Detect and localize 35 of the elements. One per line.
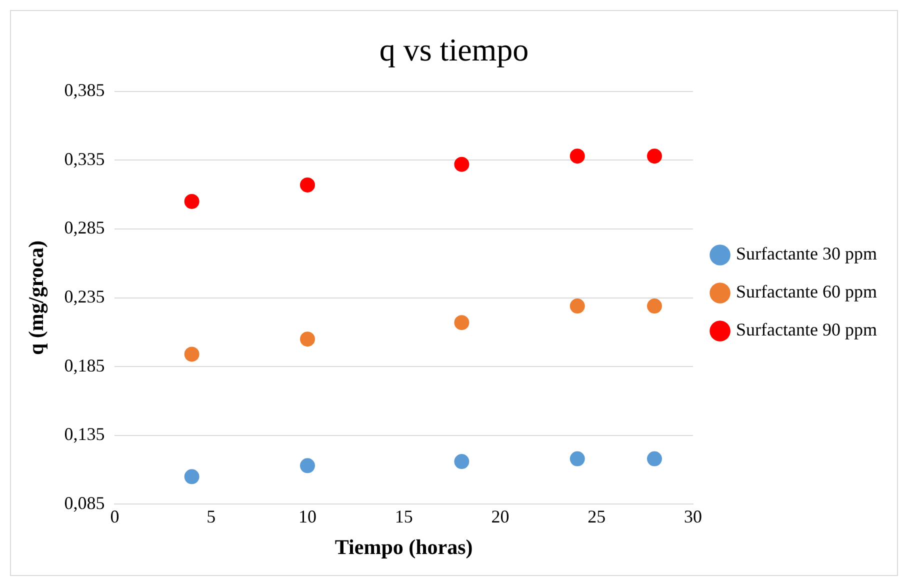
point (454, 454, 470, 470)
point (184, 346, 200, 362)
x-tick-label: 20 (491, 506, 510, 527)
point (570, 148, 585, 164)
legend-label: Surfactante 90 ppm (736, 320, 878, 340)
point (646, 298, 662, 314)
point (454, 315, 470, 330)
point (646, 148, 662, 164)
y-tick-label: 0,235 (64, 286, 105, 307)
x-axis-title: Tiempo (horas) (334, 534, 473, 559)
legend-label: Surfactante 30 ppm (736, 244, 878, 264)
x-tick-label: 30 (684, 506, 702, 527)
y-tick-label: 0,185 (64, 355, 105, 376)
y-tick-label: 0,135 (64, 424, 105, 444)
chart-title: q vs tiempo (379, 32, 529, 68)
x-tick-label: 25 (588, 506, 606, 527)
point (300, 177, 315, 192)
y-tick-label: 0,335 (64, 148, 105, 169)
point (300, 332, 315, 347)
point (570, 298, 585, 314)
point (454, 156, 470, 172)
y-axis-title: q (mg/groca) (24, 240, 48, 356)
x-tick-label: 10 (298, 506, 316, 527)
x-tick-label: 5 (206, 506, 216, 527)
point (300, 458, 315, 474)
legend-label: Surfactante 60 ppm (736, 282, 878, 302)
y-tick-label: 0,385 (64, 80, 105, 100)
x-tick-label: 15 (394, 506, 413, 527)
point (184, 469, 200, 484)
y-tick-label: 0,085 (64, 492, 105, 513)
y-tick-label: 0,285 (64, 218, 105, 238)
point (184, 194, 200, 209)
point (570, 451, 585, 466)
point (646, 451, 662, 466)
x-tick-label: 0 (110, 506, 120, 527)
